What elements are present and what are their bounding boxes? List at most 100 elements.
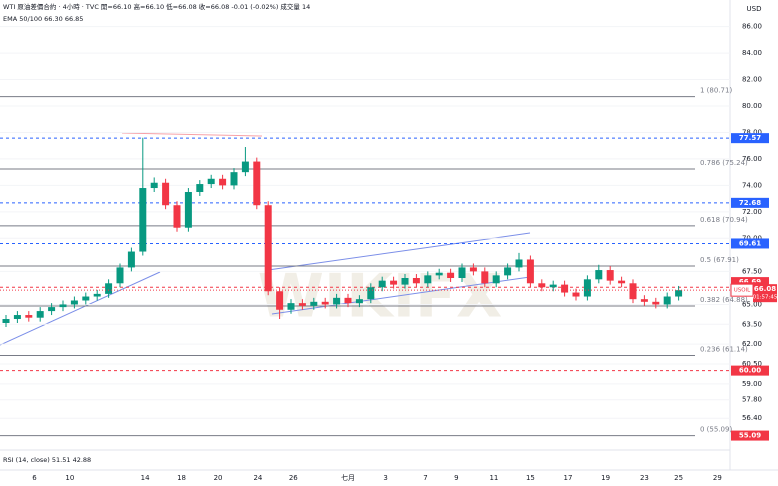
candle-body xyxy=(219,178,227,186)
candle-body xyxy=(595,270,603,280)
candle-body xyxy=(82,296,90,301)
candle-body xyxy=(162,182,170,206)
x-tick-label: 29 xyxy=(713,474,722,482)
candle-body xyxy=(196,184,204,192)
candle-body xyxy=(253,161,261,206)
candle-body xyxy=(492,275,500,284)
x-tick-label: 14 xyxy=(141,474,150,482)
candle-body xyxy=(458,267,466,278)
y-tick-label: 78.00 xyxy=(742,128,762,136)
indicator-label: EMA 50/100 66.30 66.85 xyxy=(3,15,83,23)
price-badge xyxy=(731,133,769,144)
y-tick-label: 82.00 xyxy=(742,76,762,84)
candle-body xyxy=(652,301,660,305)
candle-body xyxy=(139,188,147,252)
y-tick-label: 56.40 xyxy=(742,414,762,422)
fib-label: 0.618 (70.94) xyxy=(700,216,748,224)
y-tick-label: 59.00 xyxy=(742,380,762,388)
candle-body xyxy=(344,297,352,304)
candle-body xyxy=(150,182,158,189)
candle-body xyxy=(355,299,363,304)
x-tick-label: 3 xyxy=(383,474,387,482)
y-tick-label: 74.00 xyxy=(742,181,762,189)
candle-body xyxy=(264,205,272,292)
candle-body xyxy=(2,319,10,323)
candle-body xyxy=(526,259,534,284)
price-badge-label: 72.68 xyxy=(739,199,761,207)
trend-line xyxy=(0,271,161,346)
price-badge-label: 66.69 xyxy=(739,278,761,286)
y-tick-label: 76.00 xyxy=(742,155,762,163)
y-tick-label: 65.00 xyxy=(742,300,762,308)
candle-body xyxy=(25,315,33,318)
y-tick-label: 62.00 xyxy=(742,340,762,348)
x-tick-label: 七月 xyxy=(341,473,355,482)
fib-label: 0.5 (67.91) xyxy=(700,256,739,264)
candle-body xyxy=(276,291,284,310)
x-tick-label: 6 xyxy=(32,474,37,482)
trend-line xyxy=(267,232,531,271)
price-badge xyxy=(731,365,769,376)
price-badge-label: 77.57 xyxy=(739,134,761,142)
y-tick-label: 80.00 xyxy=(742,102,762,110)
candle-body xyxy=(640,299,648,302)
candle-body xyxy=(184,192,192,228)
y-tick-label: 84.00 xyxy=(742,49,762,57)
candle-body xyxy=(618,280,626,284)
candle-body xyxy=(538,283,546,288)
x-tick-label: 20 xyxy=(214,474,223,482)
candle-body xyxy=(127,251,135,268)
y-tick-label: 63.50 xyxy=(742,320,762,328)
price-badge xyxy=(731,197,769,208)
candle-body xyxy=(48,307,56,312)
x-tick-label: 26 xyxy=(289,474,298,482)
candle-body xyxy=(59,304,67,308)
candle-body xyxy=(549,284,557,288)
trend-line xyxy=(121,132,263,137)
price-badge xyxy=(731,430,769,441)
candle-body xyxy=(447,272,455,278)
candle-body xyxy=(93,293,101,297)
candle-body xyxy=(401,278,409,285)
candle-body xyxy=(207,178,215,185)
candle-body xyxy=(310,301,318,306)
price-badge-label: 69.61 xyxy=(739,239,761,247)
countdown-label: 01:57:45 xyxy=(753,295,778,301)
x-tick-label: 7 xyxy=(423,474,427,482)
fib-label: 0.786 (75.24) xyxy=(700,159,748,167)
x-tick-label: 24 xyxy=(253,474,262,482)
y-tick-label: 86.00 xyxy=(742,23,762,31)
y-tick-label: 72.00 xyxy=(742,208,762,216)
last-price-badge xyxy=(753,284,777,303)
fib-label: 0.382 (64.88) xyxy=(700,296,748,304)
x-tick-label: 18 xyxy=(177,474,186,482)
x-tick-label: 25 xyxy=(674,474,683,482)
price-badge-label: 55.09 xyxy=(739,432,761,440)
y-tick-label: 70.00 xyxy=(742,234,762,242)
candle-body xyxy=(629,283,637,300)
price-badge xyxy=(731,277,769,288)
y-tick-label: 60.50 xyxy=(742,360,762,368)
fib-label: 0 (55.09) xyxy=(700,426,732,434)
candle-body xyxy=(241,161,249,173)
y-tick-label: 67.50 xyxy=(742,267,762,275)
candle-body xyxy=(321,301,329,305)
x-tick-label: 10 xyxy=(65,474,74,482)
x-tick-label: 17 xyxy=(564,474,573,482)
header: WTI 原油差價合約 · 4小時 · TVC 開=66.10 高=66.10 低… xyxy=(3,2,310,11)
symbol-label: USOIL xyxy=(734,288,751,294)
candle-body xyxy=(663,296,671,305)
candle-body xyxy=(504,267,512,276)
x-tick-label: 19 xyxy=(601,474,610,482)
candle-body xyxy=(572,292,580,297)
candle-body xyxy=(70,300,78,305)
candle-body xyxy=(561,284,569,293)
price-badge xyxy=(731,238,769,249)
candle-body xyxy=(287,303,295,310)
candle-body xyxy=(333,297,341,305)
currency: USD xyxy=(747,5,762,13)
y-tick-label: 57.80 xyxy=(742,396,762,404)
candle-body xyxy=(36,311,44,318)
candle-body xyxy=(412,278,420,284)
